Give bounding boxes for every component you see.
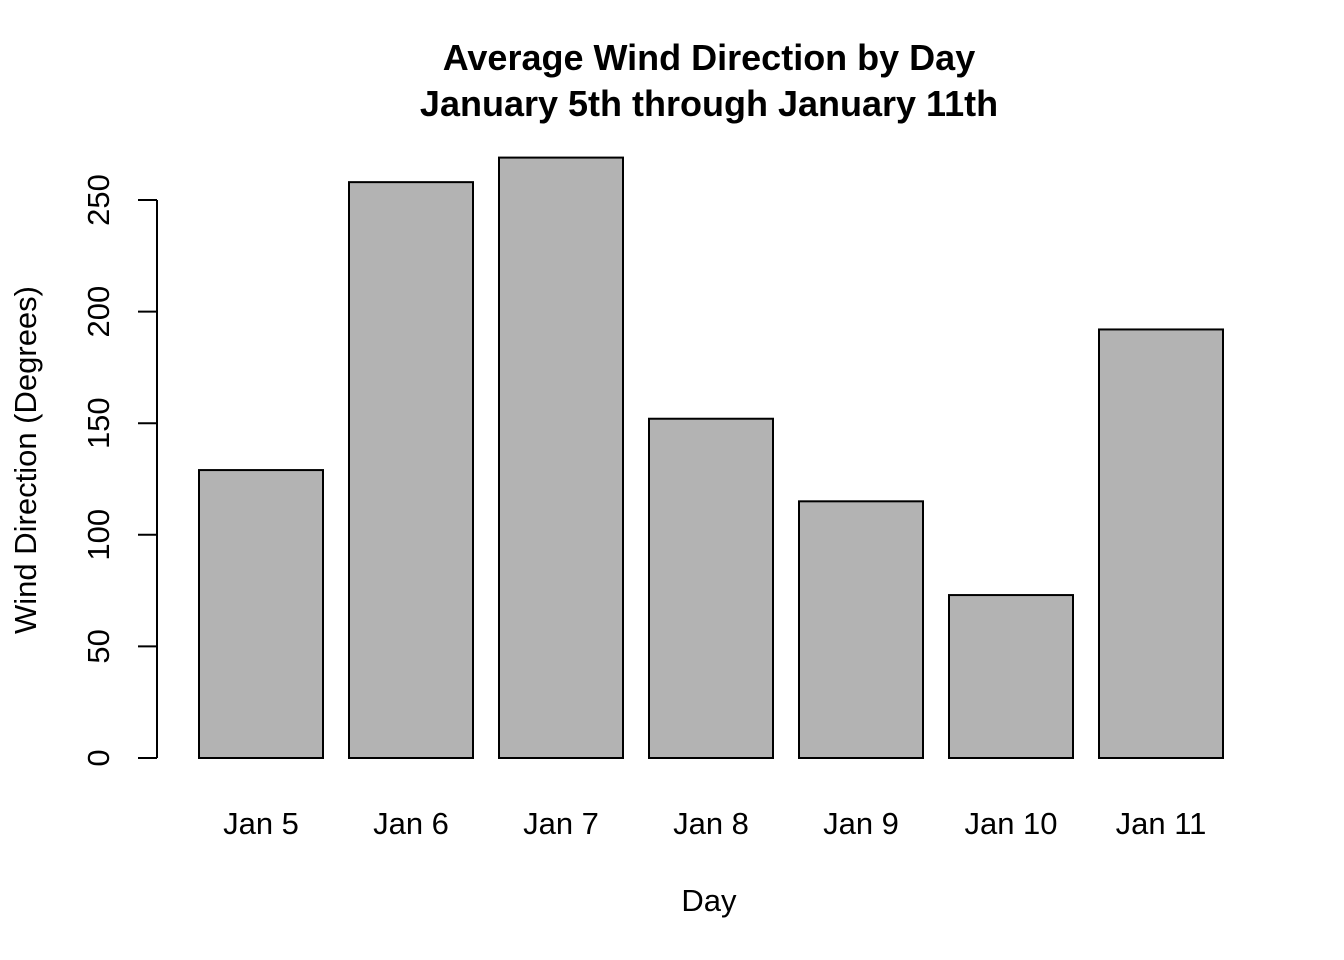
x-tick-label: Jan 5 <box>223 806 299 841</box>
x-tick-label: Jan 7 <box>523 806 599 841</box>
y-tick-label: 50 <box>81 629 116 663</box>
x-tick-label: Jan 11 <box>1116 806 1207 841</box>
x-tick-label: Jan 8 <box>673 806 749 841</box>
y-tick-label: 250 <box>81 174 116 226</box>
y-axis: 0 50 100 150 200 250 <box>81 174 158 767</box>
y-tick-label: 200 <box>81 286 116 338</box>
bar-jan-10 <box>948 594 1074 760</box>
x-tick-labels: Jan 5 Jan 6 Jan 7 Jan 8 Jan 9 Jan 10 Jan 11 <box>223 806 1206 841</box>
chart-subtitle: January 5th through January 11th <box>420 83 998 124</box>
y-tick-label: 0 <box>81 749 116 766</box>
y-axis-label: Wind Direction (Degrees) <box>8 286 43 634</box>
y-tick-label: 100 <box>81 509 116 561</box>
y-tick-label: 150 <box>81 397 116 449</box>
chart-title: Average Wind Direction by Day <box>443 37 975 78</box>
bar-jan-8 <box>648 417 774 759</box>
bar-jan-5 <box>198 469 324 759</box>
bar-jan-7 <box>498 156 624 760</box>
bar-jan-9 <box>798 500 924 759</box>
bar-jan-6 <box>348 181 474 760</box>
bars-group <box>198 156 1224 760</box>
bar-jan-11 <box>1098 328 1224 759</box>
x-axis-label: Day <box>681 883 737 918</box>
x-tick-label: Jan 6 <box>373 806 449 841</box>
x-tick-label: Jan 10 <box>964 806 1057 841</box>
x-tick-label: Jan 9 <box>823 806 899 841</box>
